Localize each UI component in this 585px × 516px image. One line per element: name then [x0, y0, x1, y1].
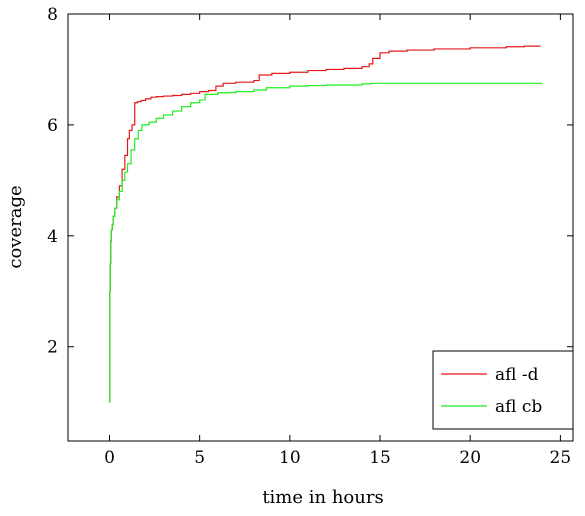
x-tick-label: 25 [550, 448, 572, 468]
series-line-afl-d [109, 45, 541, 403]
y-tick-label: 8 [47, 5, 58, 25]
plot-frame [67, 13, 574, 442]
y-axis-label: coverage [5, 185, 26, 268]
y-ticks: 2 4 6 8 [47, 5, 573, 358]
legend: afl -d afl cb [432, 350, 574, 430]
y-tick-label: 4 [47, 227, 58, 247]
x-tick-label: 5 [194, 448, 205, 468]
x-tick-label: 15 [369, 448, 391, 468]
axes [67, 13, 574, 442]
x-ticks: 0 5 10 15 20 25 [104, 14, 571, 468]
x-tick-label: 0 [104, 448, 115, 468]
x-tick-label: 10 [279, 448, 301, 468]
legend-label-afl-d: afl -d [495, 365, 539, 385]
x-tick-label: 20 [459, 448, 481, 468]
plot-lines [109, 45, 543, 403]
y-tick-label: 6 [47, 116, 58, 136]
x-axis-label: time in hours [262, 487, 383, 508]
legend-box [432, 350, 574, 430]
y-tick-label: 2 [47, 338, 58, 358]
series-line-afl-cb [109, 82, 543, 403]
legend-label-afl-cb: afl cb [495, 397, 542, 417]
